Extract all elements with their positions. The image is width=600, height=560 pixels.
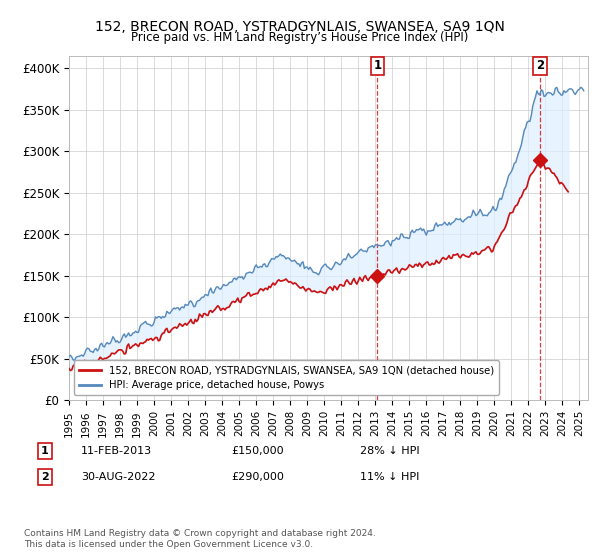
Text: £290,000: £290,000 — [231, 472, 284, 482]
Text: Price paid vs. HM Land Registry’s House Price Index (HPI): Price paid vs. HM Land Registry’s House … — [131, 31, 469, 44]
Text: Contains HM Land Registry data © Crown copyright and database right 2024.
This d: Contains HM Land Registry data © Crown c… — [24, 529, 376, 549]
Text: 1: 1 — [41, 446, 49, 456]
Text: 2: 2 — [536, 59, 544, 72]
Text: 30-AUG-2022: 30-AUG-2022 — [81, 472, 155, 482]
Text: £150,000: £150,000 — [231, 446, 284, 456]
Text: 28% ↓ HPI: 28% ↓ HPI — [360, 446, 419, 456]
Text: 1: 1 — [373, 59, 382, 72]
Text: 11-FEB-2013: 11-FEB-2013 — [81, 446, 152, 456]
Legend: 152, BRECON ROAD, YSTRADGYNLAIS, SWANSEA, SA9 1QN (detached house), HPI: Average: 152, BRECON ROAD, YSTRADGYNLAIS, SWANSEA… — [74, 361, 499, 395]
Text: 11% ↓ HPI: 11% ↓ HPI — [360, 472, 419, 482]
Text: 152, BRECON ROAD, YSTRADGYNLAIS, SWANSEA, SA9 1QN: 152, BRECON ROAD, YSTRADGYNLAIS, SWANSEA… — [95, 20, 505, 34]
Text: 2: 2 — [41, 472, 49, 482]
